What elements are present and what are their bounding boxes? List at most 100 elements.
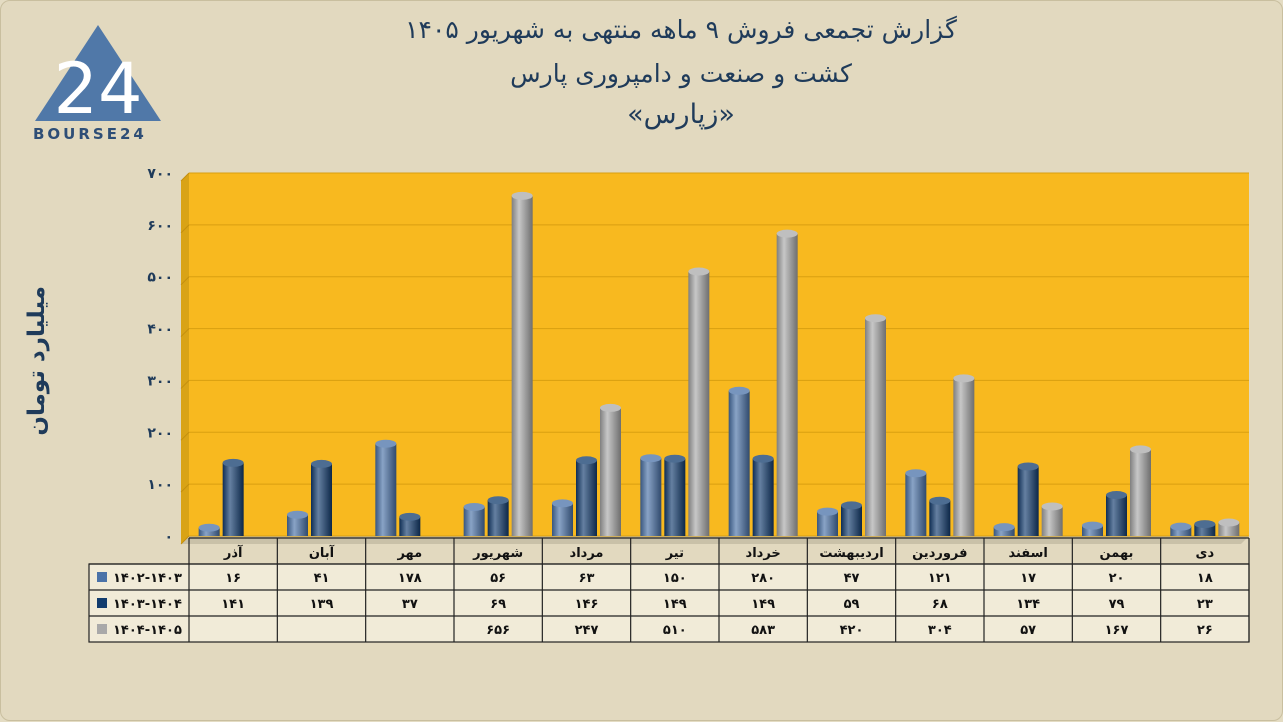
- bar-top: [688, 267, 710, 276]
- data-label: ۶۳: [579, 571, 595, 586]
- data-label: ۱۳۹: [310, 597, 334, 612]
- gridline-side: [180, 276, 190, 286]
- data-label: ۱۶۷: [1105, 623, 1129, 638]
- bar-top: [399, 512, 421, 521]
- bar: [929, 500, 951, 536]
- bar: [1041, 506, 1063, 536]
- data-label: ۱۴۱: [221, 597, 245, 612]
- x-tick-label: تیر: [665, 546, 684, 561]
- bar-top: [1041, 502, 1063, 511]
- bar: [664, 458, 686, 536]
- bar-top: [817, 507, 838, 516]
- bar: [600, 407, 621, 536]
- bar-top: [752, 454, 774, 463]
- data-label: ۴۲۰: [840, 623, 864, 638]
- bar: [1017, 466, 1039, 536]
- bar-top: [664, 454, 686, 463]
- data-label: ۱۴۹: [663, 597, 687, 612]
- bar: [198, 527, 220, 536]
- bar-top: [776, 229, 798, 238]
- data-label: ۱۸: [1197, 571, 1213, 586]
- x-tick-label: اردیبهشت: [819, 546, 883, 561]
- x-tick-label: دی: [1196, 546, 1215, 561]
- bar: [487, 500, 509, 536]
- x-tick-label: اسفند: [1008, 546, 1047, 561]
- bar: [1082, 525, 1103, 536]
- bar-top: [993, 523, 1015, 532]
- bar: [841, 505, 862, 536]
- data-label: ۵۱۰: [663, 623, 687, 638]
- x-tick-label: آذر: [223, 544, 243, 561]
- bar-top: [311, 459, 332, 468]
- data-label: ۱۳۴: [1016, 597, 1040, 612]
- chart-title: گزارش تجمعی فروش ۹ ماهه منتهی به شهریور …: [405, 15, 957, 44]
- data-label: ۱۴۹: [751, 597, 775, 612]
- plot-back-wall: [189, 173, 1249, 536]
- bar-top: [728, 386, 750, 395]
- y-tick-label: ۴۰۰: [147, 322, 173, 338]
- data-label: ۵۹: [844, 597, 860, 612]
- gridline-side: [180, 535, 190, 545]
- bar-top: [222, 458, 244, 467]
- legend-label: ۱۴۰۴-۱۴۰۵: [113, 623, 182, 638]
- data-label: ۱۶: [225, 571, 241, 586]
- logo-text: BOURSE24: [33, 125, 147, 143]
- bar: [311, 463, 332, 536]
- data-label: ۲۸۰: [751, 571, 775, 586]
- y-tick-label: ۶۰۰: [147, 218, 173, 234]
- data-label: ۴۱: [314, 571, 330, 586]
- bar: [1130, 449, 1151, 536]
- bar-top: [1130, 445, 1151, 454]
- bar-top: [953, 374, 975, 383]
- bar: [817, 511, 838, 536]
- bourse24-logo: 24: [29, 21, 167, 147]
- legend-label: ۱۴۰۲-۱۴۰۳: [113, 571, 182, 586]
- data-label: ۵۷: [1020, 623, 1036, 638]
- bar-top: [198, 523, 220, 532]
- bar: [552, 503, 573, 536]
- gridline-side: [180, 328, 190, 337]
- bar: [399, 516, 421, 536]
- legend-key: [97, 624, 107, 634]
- gridline-side: [180, 483, 190, 493]
- logo-triangle-icon: 24: [35, 25, 161, 130]
- plot-side-wall: [181, 173, 189, 544]
- y-tick-label: ۲۰۰: [147, 425, 173, 441]
- bar-top: [1218, 518, 1240, 527]
- x-tick-label: شهریور: [472, 546, 523, 561]
- bar: [511, 195, 533, 536]
- bar-top: [1194, 520, 1216, 529]
- bar: [375, 443, 397, 536]
- bar-top: [1106, 491, 1127, 500]
- data-label: ۲۳: [1197, 597, 1213, 612]
- logo-mark: 24: [53, 48, 142, 130]
- bar-top: [929, 496, 951, 505]
- data-label: ۶۹: [490, 597, 506, 612]
- gridline-side: [180, 380, 190, 389]
- data-label: ۱۵۰: [663, 571, 687, 586]
- bar-top: [865, 314, 886, 323]
- x-tick-label: مرداد: [570, 546, 604, 561]
- gridline-side: [180, 224, 190, 234]
- bar: [865, 318, 886, 536]
- x-tick-label: مهر: [396, 546, 422, 561]
- data-label: ۶۸: [932, 597, 948, 612]
- legend-key: [97, 572, 107, 582]
- x-tick-label: خرداد: [746, 546, 781, 561]
- bar: [640, 458, 662, 536]
- gridline-side: [180, 172, 190, 182]
- chart-subtitle: کشت و صنعت و دامپروری پارس: [510, 59, 852, 88]
- bar: [287, 514, 308, 536]
- bar-top: [640, 454, 662, 463]
- legend-key: [97, 598, 107, 608]
- gridline-side: [180, 431, 190, 441]
- bar: [463, 506, 485, 536]
- bar-top: [487, 496, 509, 505]
- data-label: ۶۵۶: [486, 623, 510, 638]
- x-tick-label: بهمن: [1100, 546, 1134, 561]
- bar: [1194, 524, 1216, 536]
- bar-top: [1017, 462, 1039, 471]
- data-label: ۲۰: [1109, 571, 1125, 586]
- data-label: ۲۴۷: [575, 623, 599, 638]
- y-tick-label: ۳۰۰: [147, 373, 173, 389]
